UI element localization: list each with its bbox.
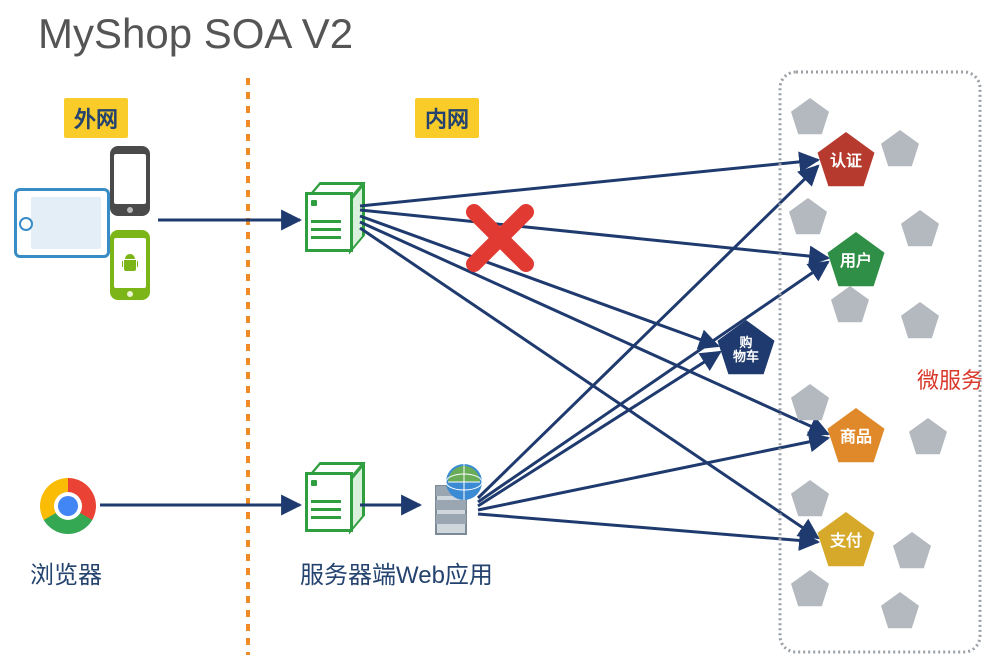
service-placeholder-icon bbox=[791, 570, 829, 606]
cross-icon bbox=[474, 212, 526, 264]
service-placeholder-icon bbox=[791, 384, 829, 420]
arrow bbox=[478, 166, 818, 498]
label-browser: 浏览器 bbox=[30, 555, 102, 590]
nginx-server-1-icon bbox=[305, 182, 365, 252]
service-placeholder-icon bbox=[901, 210, 939, 246]
arrow bbox=[478, 262, 828, 502]
service-cart: 购物车 bbox=[718, 320, 775, 374]
service-auth: 认证 bbox=[818, 132, 875, 186]
svg-text:商品: 商品 bbox=[840, 427, 872, 446]
service-placeholder-icon bbox=[909, 418, 947, 454]
tablet-icon bbox=[14, 188, 110, 258]
service-pay: 支付 bbox=[818, 512, 875, 566]
page-title: MyShop SOA V2 bbox=[38, 10, 353, 58]
diagram-stage: { "title": {"text":"MyShop SOA V2","x":3… bbox=[0, 0, 1000, 672]
arrows-overlay: 认证用户购物车商品支付 微服务 bbox=[0, 0, 1000, 672]
service-placeholder-icon bbox=[791, 480, 829, 516]
service-placeholder-icon bbox=[831, 286, 869, 322]
svg-text:支付: 支付 bbox=[829, 531, 862, 550]
arrow bbox=[360, 216, 718, 346]
arrow bbox=[360, 160, 818, 206]
service-placeholder-icon bbox=[901, 302, 939, 338]
arrow bbox=[360, 222, 828, 434]
arrow bbox=[478, 438, 828, 510]
service-placeholder-icon bbox=[893, 532, 931, 568]
svg-text:用户: 用户 bbox=[840, 251, 872, 270]
service-placeholder-icon bbox=[791, 98, 829, 134]
service-placeholder-icon bbox=[789, 198, 827, 234]
service-product: 商品 bbox=[828, 408, 885, 462]
arrow bbox=[478, 352, 720, 506]
svg-text:认证: 认证 bbox=[830, 151, 862, 170]
nginx-server-2-icon bbox=[305, 462, 365, 532]
phone-ios-icon bbox=[110, 146, 150, 216]
label-microservice: 微服务 bbox=[917, 368, 983, 393]
badge-internal: 内网 bbox=[415, 98, 479, 138]
service-placeholder-icon bbox=[881, 130, 919, 166]
services-container bbox=[780, 72, 980, 652]
arrow bbox=[478, 514, 818, 542]
svg-text:购: 购 bbox=[739, 335, 752, 350]
badge-external: 外网 bbox=[64, 98, 128, 138]
phone-android-icon bbox=[110, 230, 150, 300]
arrow bbox=[360, 210, 828, 258]
label-webapp: 服务器端Web应用 bbox=[300, 555, 493, 590]
service-user: 用户 bbox=[828, 232, 885, 286]
service-placeholder-icon bbox=[881, 592, 919, 628]
webapp-server-icon bbox=[418, 460, 488, 543]
chrome-icon bbox=[40, 478, 96, 534]
svg-text:物车: 物车 bbox=[733, 349, 759, 364]
